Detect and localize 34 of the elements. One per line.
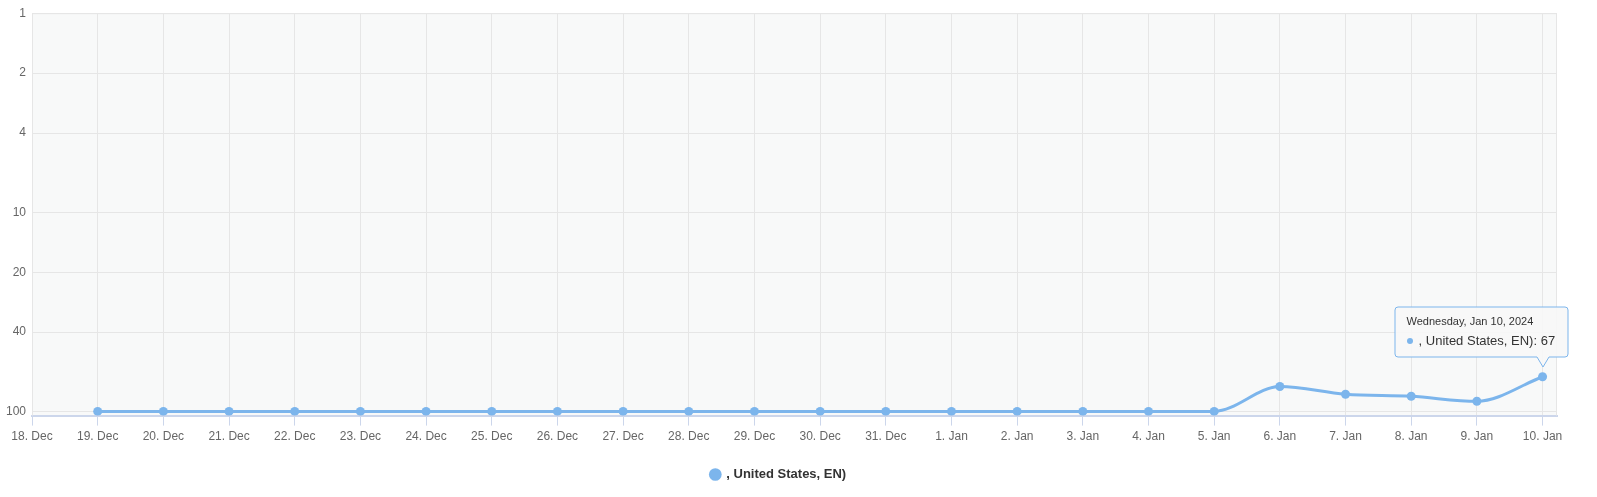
x-tick-label: 7. Jan: [1329, 429, 1362, 444]
x-tick-label: 22. Dec: [274, 429, 316, 444]
x-tick-label: 4. Jan: [1132, 429, 1165, 444]
x-tick-label: 27. Dec: [602, 429, 644, 444]
annotation: Wednesday, Jan 10, 2024: [1406, 315, 1534, 328]
x-tick-label: 26. Dec: [536, 429, 579, 444]
x-tick-label: 6. Jan: [1263, 429, 1297, 444]
x-tick-label: 10. Jan: [1522, 429, 1563, 444]
x-tick-label: 1. Jan: [935, 429, 968, 444]
y-tick-label: 2: [19, 65, 27, 80]
x-tick-label: 9. Jan: [1460, 429, 1494, 444]
y-tick-label: 4: [19, 125, 27, 140]
x-tick-label: 28. Dec: [668, 429, 710, 444]
x-tick-label: 24. Dec: [405, 429, 447, 444]
legend-label: , United States, EN): [726, 466, 847, 482]
x-tick-label: 30. Dec: [799, 429, 841, 444]
x-tick-label: 21. Dec: [208, 429, 250, 444]
x-tick-label: 29. Dec: [733, 429, 776, 444]
x-tick-label: 23. Dec: [339, 429, 382, 444]
x-tick-label: 25. Dec: [471, 429, 513, 444]
y-tick-label: 1: [19, 5, 27, 20]
y-tick-label: 10: [12, 204, 27, 219]
x-tick-label: 19. Dec: [77, 429, 119, 444]
x-tick-label: 20. Dec: [142, 429, 185, 444]
x-tick-label: 18. Dec: [11, 429, 53, 444]
x-tick-label: 5. Jan: [1197, 429, 1231, 444]
y-tick-label: 100: [5, 403, 27, 418]
x-tick-label: 8. Jan: [1394, 429, 1428, 444]
annotation: , United States, EN): 67: [1418, 333, 1556, 349]
y-tick-label: 20: [12, 264, 27, 279]
x-tick-label: 31. Dec: [865, 429, 907, 444]
y-tick-label: 40: [12, 324, 27, 339]
x-tick-label: 2. Jan: [1000, 429, 1034, 444]
x-tick-label: 3. Jan: [1066, 429, 1100, 444]
